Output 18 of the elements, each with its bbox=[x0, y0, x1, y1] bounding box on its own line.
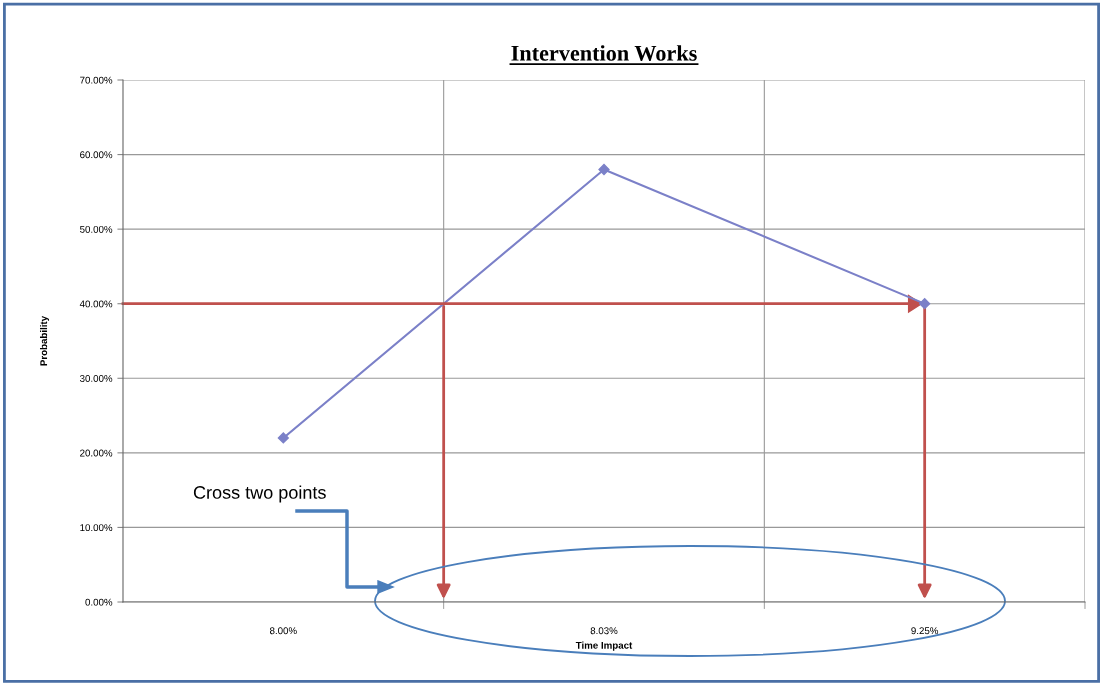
point bbox=[277, 432, 289, 444]
x-tick-label: 9.25% bbox=[911, 627, 939, 635]
y-tick-label: 0.00% bbox=[85, 598, 113, 606]
x-axis-title: Time Impact bbox=[575, 641, 633, 651]
y-tick-label: 60.00% bbox=[80, 151, 113, 159]
y-tick-label: 40.00% bbox=[79, 300, 113, 308]
y-tick-label: 70.00% bbox=[80, 76, 113, 84]
chart-title: Intervention Works bbox=[511, 45, 697, 61]
x-tick-label: 8.03% bbox=[590, 627, 618, 635]
y-tick-label: 20.00% bbox=[80, 449, 113, 457]
y-tick-label: 50.00% bbox=[80, 225, 113, 233]
x-tick-label: 8.00% bbox=[269, 627, 297, 635]
y-tick-label: 10.00% bbox=[80, 524, 113, 532]
annotation: Cross two points bbox=[193, 485, 326, 503]
point bbox=[919, 298, 931, 310]
point bbox=[598, 163, 610, 176]
y-tick-label: 30.00% bbox=[79, 375, 113, 382]
y-axis-title: Probability bbox=[39, 315, 50, 366]
